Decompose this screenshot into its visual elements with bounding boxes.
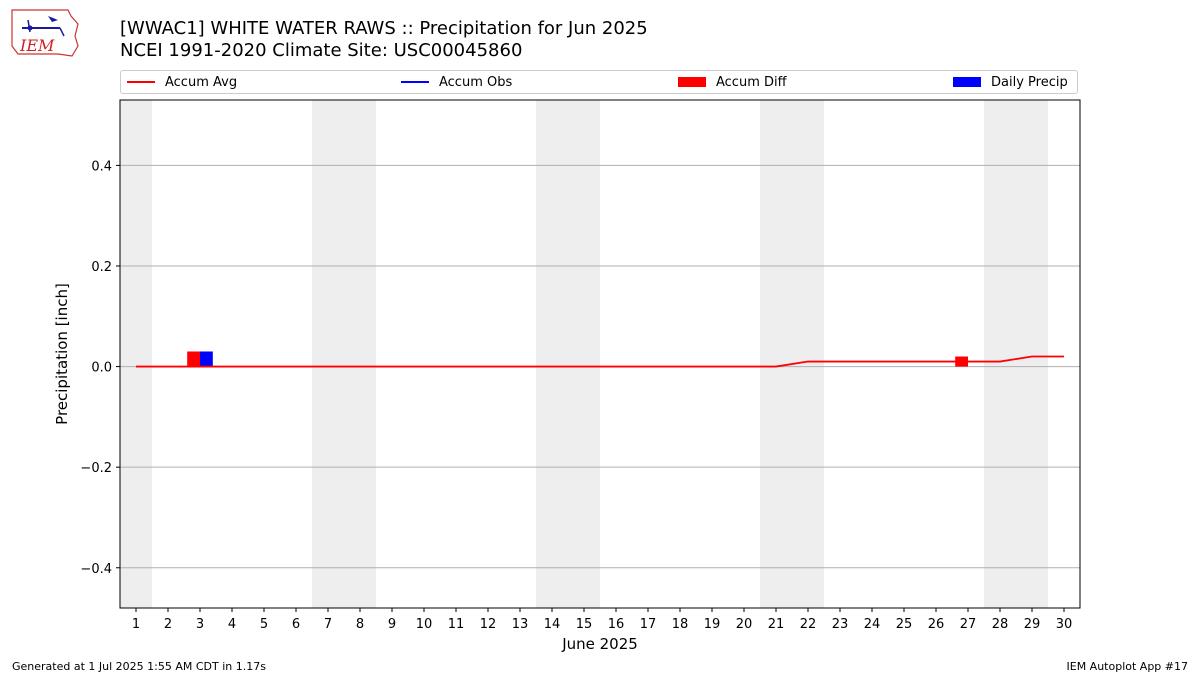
legend-swatch-accum-obs	[401, 81, 429, 83]
weekend-band	[792, 100, 824, 608]
y-tick-label: 0.2	[91, 260, 112, 275]
y-axis-label: Precipitation [inch]	[53, 283, 71, 425]
plot-frame	[119, 99, 1081, 609]
x-tick-label: 17	[640, 617, 657, 632]
x-tick-label: 8	[356, 617, 364, 632]
x-tick-label: 7	[324, 617, 332, 632]
x-tick-label: 27	[960, 617, 977, 632]
iem-logo: IEM	[11, 9, 79, 57]
x-tick-label: 12	[480, 617, 497, 632]
legend-item-accum-avg: Accum Avg	[127, 71, 237, 93]
x-tick-label: 20	[736, 617, 753, 632]
x-tick-label: 24	[864, 617, 881, 632]
x-tick-label: 9	[388, 617, 396, 632]
x-tick-label: 2	[164, 617, 172, 632]
weekend-band	[120, 100, 152, 608]
legend-label-accum-avg: Accum Avg	[165, 74, 238, 90]
weekend-band	[568, 100, 600, 608]
weekend-band	[1016, 100, 1048, 608]
legend-item-accum-obs: Accum Obs	[401, 71, 512, 93]
x-tick-label: 13	[512, 617, 529, 632]
y-tick-label: −0.2	[80, 461, 112, 476]
legend-swatch-accum-avg	[127, 81, 155, 83]
weekend-band	[536, 100, 568, 608]
y-tick-label: −0.4	[80, 562, 112, 577]
x-tick-label: 15	[576, 617, 593, 632]
x-tick-label: 3	[196, 617, 204, 632]
weekend-band	[760, 100, 792, 608]
legend-item-daily-precip: Daily Precip	[953, 71, 1068, 93]
legend-swatch-accum-diff	[678, 77, 706, 87]
footer-generated: Generated at 1 Jul 2025 1:55 AM CDT in 1…	[12, 660, 266, 673]
x-tick-label: 29	[1024, 617, 1041, 632]
x-tick-label: 23	[832, 617, 849, 632]
x-tick-label: 14	[544, 617, 561, 632]
accum-diff-bar	[187, 351, 200, 367]
legend-label-accum-diff: Accum Diff	[716, 74, 787, 90]
x-axis-label: June 2025	[561, 635, 638, 653]
legend-label-accum-obs: Accum Obs	[439, 74, 513, 90]
daily-precip-bar	[200, 351, 213, 367]
x-tick-label: 21	[768, 617, 785, 632]
x-tick-label: 1	[132, 617, 140, 632]
y-tick-label: 0.4	[91, 159, 112, 174]
chart-title: [WWAC1] WHITE WATER RAWS :: Precipitatio…	[120, 18, 648, 39]
x-tick-label: 6	[292, 617, 300, 632]
weekend-band	[344, 100, 376, 608]
x-tick-label: 16	[608, 617, 625, 632]
x-tick-label: 5	[260, 617, 268, 632]
footer-app: IEM Autoplot App #17	[1066, 660, 1189, 673]
x-tick-label: 4	[228, 617, 236, 632]
legend-label-daily-precip: Daily Precip	[991, 74, 1068, 90]
accum-avg-line	[136, 355, 1064, 368]
weekend-band	[312, 100, 344, 608]
x-tick-label: 26	[928, 617, 945, 632]
legend-swatch-daily-precip	[953, 77, 981, 87]
legend: Accum Avg Accum Obs Accum Diff Daily Pre…	[120, 70, 1078, 94]
y-tick-label: 0.0	[91, 361, 112, 376]
x-tick-label: 25	[896, 617, 913, 632]
x-tick-label: 22	[800, 617, 817, 632]
x-tick-label: 18	[672, 617, 689, 632]
x-tick-label: 11	[448, 617, 465, 632]
chart-subtitle: NCEI 1991-2020 Climate Site: USC00045860	[120, 40, 523, 61]
x-tick-label: 10	[416, 617, 433, 632]
x-tick-label: 30	[1056, 617, 1073, 632]
x-tick-label: 28	[992, 617, 1009, 632]
weekend-band	[984, 100, 1016, 608]
legend-item-accum-diff: Accum Diff	[678, 71, 787, 93]
logo-text: IEM	[19, 36, 55, 55]
x-tick-label: 19	[704, 617, 721, 632]
